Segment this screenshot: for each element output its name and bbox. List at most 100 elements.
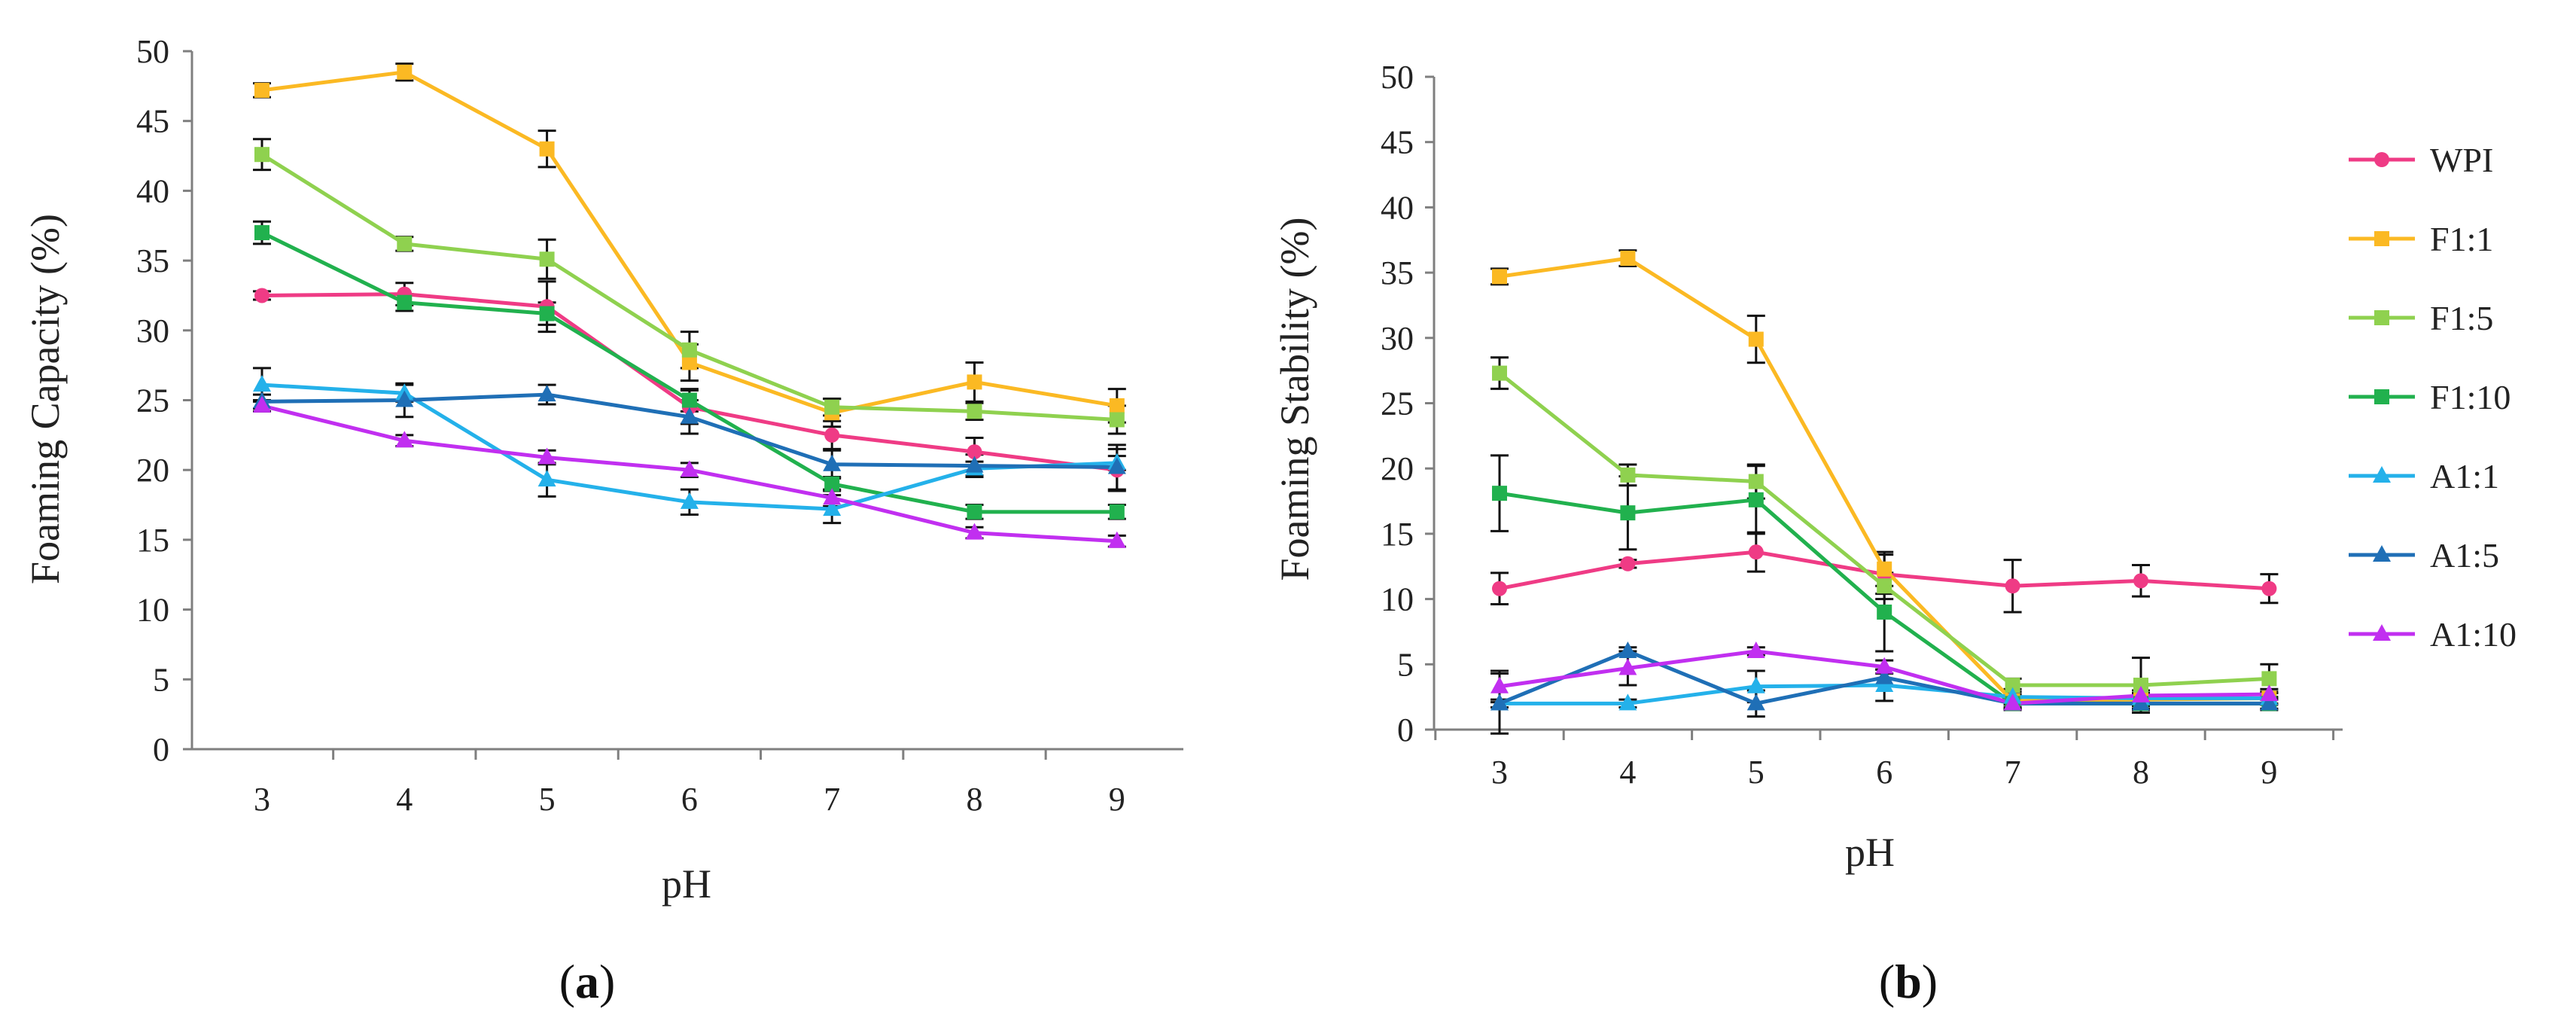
legend-item-a1-1: A1:1 [2349,457,2499,495]
panel-b-label-close: ) [1922,955,1938,1008]
panel-a-point-f1-5 [824,399,840,415]
panel-a-point-f1-1 [397,64,413,80]
legend-label-a1-10: A1:10 [2430,615,2517,654]
panel-a-y-tick-label: 40 [136,172,169,209]
panel-a-point-f1-10 [254,225,269,241]
panel-b-point-a1-10 [1746,641,1765,658]
panel-b-point-f1-1 [1877,561,1892,577]
panel-b-point-a1-5 [1618,641,1637,658]
panel-a-point-f1-10 [1109,504,1125,520]
panel-a-point-f1-10 [967,504,982,520]
panel-a-point-a1-1 [823,499,842,517]
panel-a-y-tick-label: 35 [136,242,169,279]
panel-b-point-a1-10 [2260,684,2279,702]
legend-label-a1-5: A1:5 [2430,536,2499,574]
panel-a-y-tick-label: 45 [136,103,169,140]
panel-a-point-a1-5 [680,407,699,424]
panel-b-y-axis-title: Foaming Stability (%) [1272,218,1317,581]
panel-a-x-tick-label: 4 [396,781,413,818]
panel-a-point-f1-10 [397,294,413,310]
panel-a-y-tick-label: 10 [136,592,169,629]
legend-marker-f1-1 [2374,231,2389,246]
panel-a-y-axis-title: Foaming Capacity (%) [23,214,68,584]
panel-b-y-tick-label: 10 [1381,581,1414,618]
legend-label-a1-1: A1:1 [2430,457,2499,495]
panel-b-label-letter: b [1895,955,1922,1008]
panel-b-y-tick-label: 20 [1381,450,1414,487]
panel-a-y-tick-label: 20 [136,452,169,489]
panel-b-y-tick-label: 15 [1381,516,1414,553]
panel-a-point-a1-5 [395,390,414,407]
panel-a-markers [253,64,1126,548]
panel-a-y-tick-label: 5 [153,661,169,698]
legend-item-f1-1: F1:1 [2349,220,2493,258]
panel-b-point-a1-5 [2260,693,2279,711]
panel-a-point-a1-10 [823,488,842,505]
panel-b-x-axis-title: pH [1845,830,1895,875]
panel-b-y-tick-label: 50 [1381,59,1414,96]
panel-a-point-f1-5 [1109,412,1125,428]
panel-b-y-tick-label: 5 [1397,646,1414,683]
panel-a-x-tick-label: 3 [254,781,270,818]
panel-b-point-a1-10 [1875,657,1894,674]
panel-a-point-f1-5 [681,342,697,358]
legend-item-a1-5: A1:5 [2349,536,2499,574]
panel-b-point-f1-5 [1492,365,1507,381]
panel-a-point-a1-1 [537,470,556,487]
panel-a-y-tick-label: 25 [136,382,169,419]
panel-b-point-f1-5 [1620,467,1636,483]
panel-a-point-a1-5 [537,385,556,402]
panel-a-x-tick-label: 6 [681,781,698,818]
panel-b-y-tick-label: 25 [1381,386,1414,422]
legend-item-f1-10: F1:10 [2349,378,2511,416]
panel-b-point-wpi [2005,578,2020,594]
panel-b-point-f1-5 [2261,671,2277,687]
panel-a-axes [183,50,1183,760]
panel-a-label-close: ) [599,955,615,1008]
panel-a-y-tick-label: 0 [153,731,169,768]
legend-item-f1-5: F1:5 [2349,299,2493,337]
legend-label-f1-1: F1:1 [2430,220,2493,258]
legend-marker-a1-5 [2373,545,2391,562]
legend-marker-a1-1 [2373,466,2391,483]
panel-a-point-a1-10 [537,447,556,465]
panel-b-x-tick-label: 8 [2133,754,2149,791]
panel-a-point-wpi [254,288,269,303]
panel-a-point-f1-5 [967,404,982,419]
panel-a-point-f1-1 [1109,398,1125,413]
legend-label-f1-5: F1:5 [2430,299,2493,337]
legend-item-a1-10: A1:10 [2349,615,2517,654]
panel-a-point-f1-1 [681,355,697,370]
panel-b-point-f1-5 [1877,578,1892,594]
panel-a-label-open: ( [559,955,575,1008]
panel-a-y-tick-label: 50 [136,33,169,70]
panel-b-point-a1-1 [1618,693,1637,711]
panel-b-x-tick-label: 9 [2261,754,2277,791]
panel-b-x-tick-label: 6 [1876,754,1892,791]
panel-a-point-f1-5 [397,236,413,251]
panel-a-point-f1-5 [254,147,269,163]
panel-b-y-tick-label: 35 [1381,254,1414,291]
panel-b-x-tick-label: 7 [2005,754,2021,791]
panel-a-y-tick-label: 15 [136,522,169,559]
panel-b-markers [1490,251,2279,712]
panel-b-point-f1-1 [1748,331,1764,347]
legend-marker-wpi [2374,152,2389,167]
panel-b-point-f1-5 [1748,474,1764,489]
panel-b-point-f1-5 [2133,678,2148,693]
panel-a-point-a1-5 [823,454,842,471]
panel-b-point-a1-10 [1490,676,1509,693]
panel-b-point-wpi [2133,573,2148,589]
panel-b-point-f1-1 [1492,269,1507,285]
panel-a-series-line-wpi [261,292,1118,472]
panel-a-point-a1-10 [253,395,271,413]
panel-a-x-tick-label: 8 [967,781,983,818]
panel-b-point-a1-10 [1618,658,1637,675]
panel-b-point-f1-10 [1877,604,1892,620]
panel-a-label-letter: a [575,955,599,1008]
panel-b-point-a1-10 [2003,693,2022,711]
